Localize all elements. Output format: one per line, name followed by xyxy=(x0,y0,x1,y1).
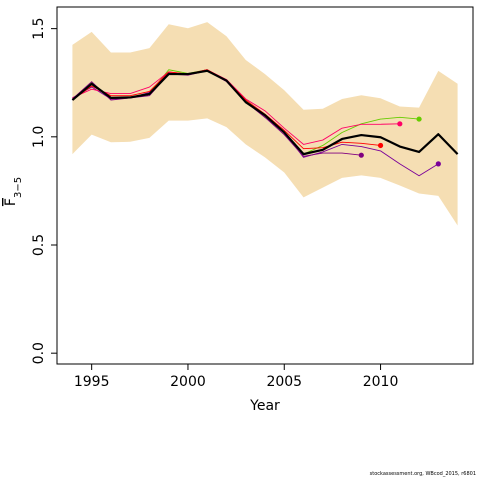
series-end-marker-4 xyxy=(377,142,384,149)
series-end-marker-1 xyxy=(435,161,441,167)
y-tick-label: 1.5 xyxy=(31,18,47,40)
x-axis: 1995 2000 2005 2010 xyxy=(74,364,399,390)
y-axis-title: F3−5 xyxy=(3,177,24,206)
series-line-0 xyxy=(71,69,459,156)
plot-area xyxy=(71,22,459,226)
series-end-markers xyxy=(358,116,441,167)
plot-frame xyxy=(56,6,474,365)
x-tick-label: 2000 xyxy=(170,374,206,390)
x-tick-label: 2005 xyxy=(266,374,302,390)
y-axis: 0.0 0.5 1.0 1.5 xyxy=(31,18,57,364)
series-end-marker-5 xyxy=(358,152,364,158)
y-tick-label: 0.5 xyxy=(31,234,47,256)
x-tick-label: 2010 xyxy=(363,374,399,390)
x-tick-label: 1995 xyxy=(74,374,110,390)
series-line-3 xyxy=(72,69,400,145)
footer-credit: stockassessment.org, WBcod_2015, r6801 xyxy=(369,471,476,477)
y-tick-label: 1.0 xyxy=(31,126,47,148)
series-end-marker-2 xyxy=(416,116,422,122)
x-axis-title: Year xyxy=(249,398,280,414)
svg-text:F3−5: F3−5 xyxy=(3,177,24,206)
series-end-marker-3 xyxy=(397,121,403,127)
series-lines xyxy=(71,69,459,177)
y-tick-label: 0.0 xyxy=(31,342,47,364)
